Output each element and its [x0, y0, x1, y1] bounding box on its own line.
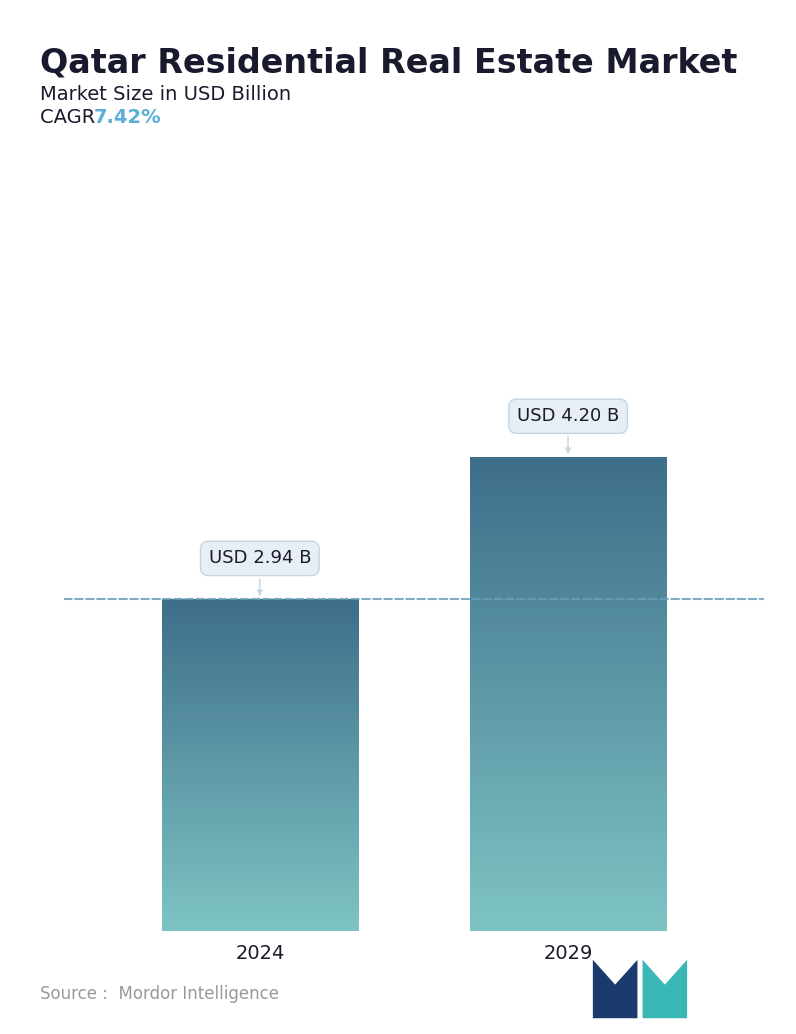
Text: Market Size in USD Billion: Market Size in USD Billion	[40, 85, 291, 103]
Text: Source :  Mordor Intelligence: Source : Mordor Intelligence	[40, 985, 279, 1003]
Text: USD 2.94 B: USD 2.94 B	[209, 549, 311, 595]
Polygon shape	[642, 960, 687, 1018]
Text: Qatar Residential Real Estate Market: Qatar Residential Real Estate Market	[40, 47, 737, 80]
Text: CAGR: CAGR	[40, 108, 107, 126]
Polygon shape	[593, 960, 638, 1018]
Text: USD 4.20 B: USD 4.20 B	[517, 407, 619, 453]
Text: 7.42%: 7.42%	[94, 108, 162, 126]
